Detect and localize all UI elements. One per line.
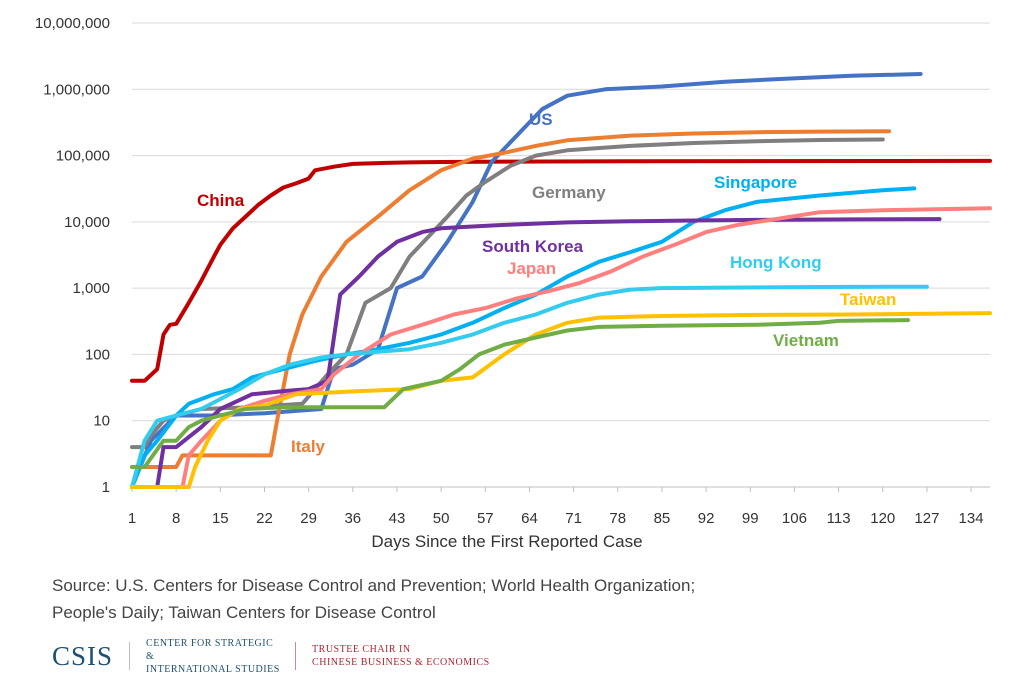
series-line-us [130, 72, 923, 489]
x-tick-label: 57 [477, 510, 494, 527]
series-line-china [130, 158, 992, 383]
divider [129, 642, 131, 670]
series-line-hong-kong [130, 284, 929, 489]
label-japan: Japan [507, 259, 556, 278]
series-labels: China US Germany Singapore South Korea J… [197, 110, 896, 456]
series-line-italy [130, 129, 892, 469]
x-tick-label: 92 [698, 510, 715, 527]
footer-branding: CSIS CENTER FOR STRATEGIC & INTERNATIONA… [52, 638, 490, 675]
x-tick-label: 36 [344, 510, 361, 527]
label-singapore: Singapore [714, 173, 797, 192]
x-axis-title: Days Since the First Reported Case [371, 532, 642, 551]
trustee-line-1: TRUSTEE CHAIR IN [312, 644, 411, 655]
source-line-1: Source: U.S. Centers for Disease Control… [52, 576, 696, 595]
x-tick-label: 8 [172, 510, 180, 527]
y-axis-ticks: 1 10 100 1,000 10,000 100,000 1,000,000 10,000,… [35, 15, 110, 496]
trustee-chair-name: TRUSTEE CHAIR IN CHINESE BUSINESS & ECON… [312, 643, 490, 669]
label-us: US [529, 110, 553, 129]
series-line-vietnam [130, 318, 910, 469]
x-tick-label: 71 [565, 510, 582, 527]
x-axis-ticks: 1 8 15 22 29 36 43 50 57 64 71 78 85 92 99 106 113 120 127… [128, 487, 984, 527]
y-tick-label: 100,000 [56, 148, 110, 165]
x-tick-label: 50 [433, 510, 450, 527]
x-tick-label: 99 [742, 510, 759, 527]
source-note: Source: U.S. Centers for Disease Control… [52, 572, 952, 626]
x-tick-label: 120 [870, 510, 895, 527]
x-tick-label: 64 [521, 510, 538, 527]
series-line-singapore [130, 186, 917, 489]
source-line-2: People's Daily; Taiwan Centers for Disea… [52, 603, 436, 622]
y-tick-label: 10,000,000 [35, 15, 110, 32]
y-tick-label: 1 [102, 479, 110, 496]
x-tick-label: 106 [782, 510, 807, 527]
label-taiwan: Taiwan [840, 290, 896, 309]
x-tick-label: 22 [256, 510, 273, 527]
x-tick-label: 127 [914, 510, 939, 527]
label-italy: Italy [291, 437, 326, 456]
x-tick-label: 78 [609, 510, 626, 527]
center-name: CENTER FOR STRATEGIC & INTERNATIONAL STU… [146, 637, 281, 676]
divider [295, 642, 297, 670]
cases-line-chart: 1 10 100 1,000 10,000 100,000 1,000,000 10,000,… [35, 15, 992, 551]
y-tick-label: 1,000,000 [43, 81, 110, 98]
series-lines [130, 72, 992, 489]
trustee-line-2: CHINESE BUSINESS & ECONOMICS [312, 657, 490, 668]
center-name-line-1: CENTER FOR STRATEGIC & [146, 637, 274, 662]
y-tick-label: 10 [93, 413, 110, 430]
label-vietnam: Vietnam [773, 331, 839, 350]
label-hong-kong: Hong Kong [730, 253, 822, 272]
y-tick-label: 10,000 [64, 214, 110, 231]
csis-logo: CSIS [52, 640, 114, 671]
center-name-line-2: INTERNATIONAL STUDIES [146, 663, 280, 675]
x-tick-label: 15 [212, 510, 229, 527]
label-china: China [197, 191, 245, 210]
y-tick-label: 1,000 [72, 280, 110, 297]
x-tick-label: 85 [654, 510, 671, 527]
y-tick-label: 100 [85, 346, 110, 363]
x-tick-label: 29 [300, 510, 317, 527]
label-south-korea: South Korea [482, 237, 584, 256]
label-germany: Germany [532, 183, 606, 202]
x-tick-label: 113 [827, 510, 851, 527]
x-tick-label: 134 [959, 510, 984, 527]
x-tick-label: 1 [128, 510, 136, 527]
series-line-south-korea [130, 217, 942, 489]
x-tick-label: 43 [389, 510, 406, 527]
